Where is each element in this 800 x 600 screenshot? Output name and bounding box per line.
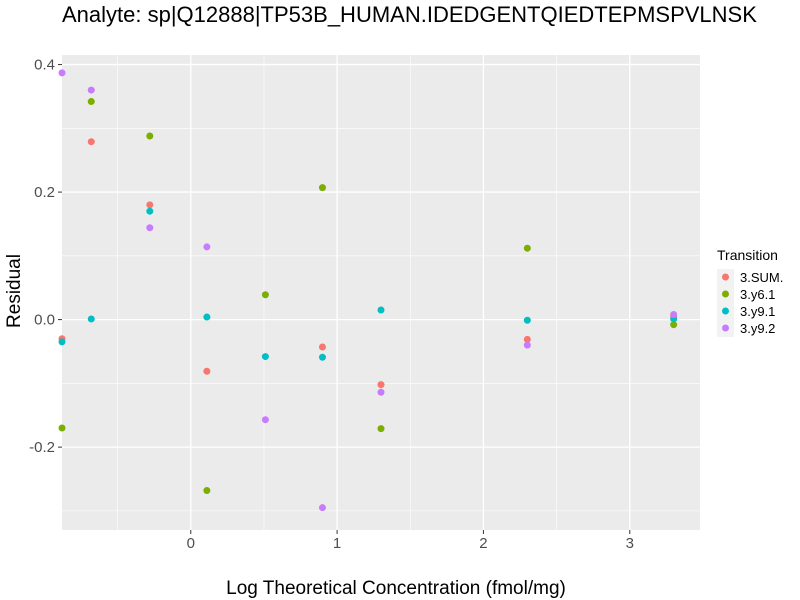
data-point [318,353,326,361]
y-tick-label: 0.2 [34,184,55,201]
legend-key-swatch [722,273,729,281]
legend-label: 3.y6.1 [740,287,775,302]
y-tick-label: 0.0 [34,312,55,329]
data-point [87,98,95,106]
legend-key-swatch [722,324,729,332]
data-point [318,504,326,512]
legend-label: 3.SUM. [740,270,783,285]
plot-panel [62,55,700,530]
data-point [146,132,154,140]
data-points [58,69,678,512]
data-point [318,184,326,192]
x-tick-label: 3 [626,535,634,552]
data-point [670,321,678,329]
y-tick-label: 0.4 [34,57,55,74]
data-point [523,244,531,252]
data-point [87,315,95,323]
data-point [261,353,269,361]
data-point [146,201,154,209]
x-axis-ticks: 0 1 2 3 [187,530,634,552]
data-point [203,486,211,494]
legend: Transition 3.SUM. 3.y6.1 3.y9.1 3.y9.2 [717,247,783,337]
data-point [87,138,95,146]
data-point [261,416,269,424]
x-tick-label: 0 [187,535,195,552]
y-tick-label: -0.2 [29,439,55,456]
data-point [523,316,531,324]
x-tick-label: 1 [333,535,341,552]
data-point [58,338,66,346]
data-point [377,381,385,389]
data-point [377,388,385,396]
x-axis-title: Log Theoretical Concentration (fmol/mg) [226,578,566,599]
data-point [203,313,211,321]
data-point [318,343,326,351]
data-point [146,224,154,232]
y-axis-ticks: -0.2 0.0 0.2 0.4 [29,57,62,456]
data-point [203,367,211,375]
data-point [377,306,385,314]
major-gridlines [62,55,700,530]
legend-key-swatch [722,307,729,315]
legend-label: 3.y9.2 [740,321,775,336]
chart-title: Analyte: sp|Q12888|TP53B_HUMAN.IDEDGENTQ… [62,2,757,27]
data-point [58,69,66,77]
legend-title: Transition [717,247,778,263]
data-point [58,424,66,432]
legend-key-swatch [722,290,729,298]
data-point [670,310,678,318]
legend-items: 3.SUM. 3.y6.1 3.y9.1 3.y9.2 [717,269,783,337]
data-point [87,86,95,94]
x-tick-label: 2 [479,535,487,552]
data-point [523,341,531,349]
legend-label: 3.y9.1 [740,304,775,319]
y-axis-title: Residual [4,254,25,328]
data-point [261,291,269,299]
data-point [146,207,154,215]
data-point [377,425,385,433]
data-point [523,335,531,343]
data-point [203,243,211,251]
